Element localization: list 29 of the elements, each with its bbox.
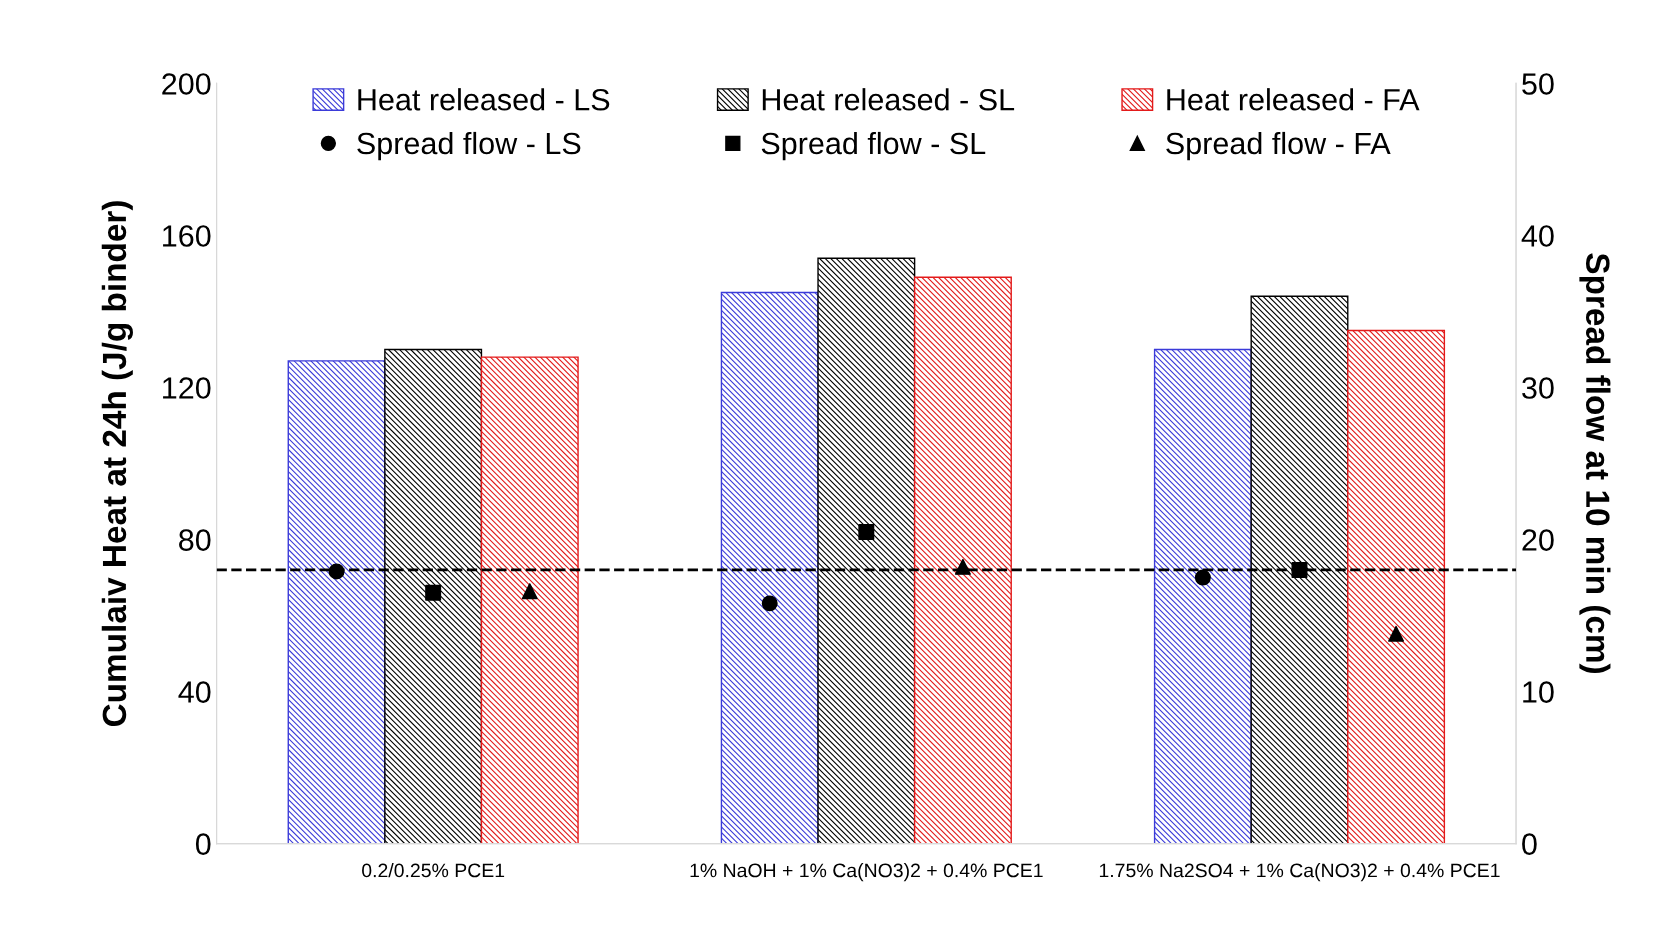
y2-tick-label: 40 (1521, 225, 1554, 247)
y-tick-label: 80 (179, 529, 211, 551)
y-axis-title: Cumulaiv Heat at 24h (J/g binder) (101, 201, 133, 727)
y-tick-label: 200 (162, 73, 211, 95)
y-tick-label: 120 (163, 377, 211, 399)
legend-label: Spread flow - FA (1166, 131, 1391, 161)
bar (1153, 348, 1252, 844)
legend-label: Spread flow - LS (357, 131, 581, 161)
y2-tick-label: 10 (1523, 681, 1554, 703)
y-tick-label: 160 (163, 225, 211, 247)
y-tick-label: 40 (178, 681, 211, 703)
y2-tick-label: 50 (1522, 73, 1554, 95)
x-tick-label: 1.75% Na2SO4 + 1% Ca(NO3)2 + 0.4% PCE1 (1099, 863, 1500, 882)
legend-label: Spread flow - SL (761, 131, 986, 161)
x-tick-label: 0.2/0.25% PCE1 (362, 863, 505, 878)
bar (287, 360, 386, 844)
y2-axis-title: Spread flow at 10 min (cm) (1579, 253, 1611, 674)
y2-tick-label: 20 (1522, 529, 1554, 551)
y-tick-label: 0 (195, 833, 211, 855)
legend-label: Heat released - LS (358, 88, 610, 111)
legend-label: Heat released - FA (1167, 88, 1420, 111)
bar (913, 276, 1012, 844)
bar (480, 356, 579, 844)
bar (1347, 329, 1446, 844)
y2-tick-label: 0 (1522, 833, 1537, 855)
x-tick-label: 1% NaOH + 1% Ca(NO3)2 + 0.4% PCE1 (690, 863, 1043, 882)
bar (720, 291, 819, 844)
y2-tick-label: 30 (1522, 377, 1554, 399)
legend-label: Heat released - SL (762, 88, 1015, 111)
